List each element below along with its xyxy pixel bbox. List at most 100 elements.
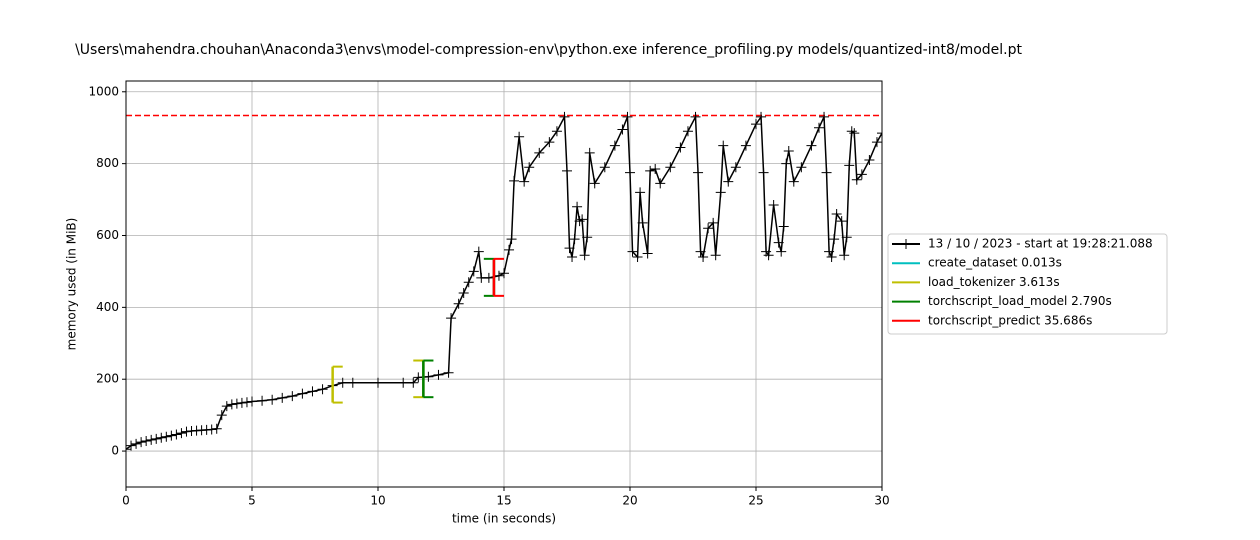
y-tick-label: 400 <box>96 300 119 314</box>
point-marker <box>836 216 847 227</box>
point-marker <box>751 119 761 130</box>
point-marker <box>146 434 157 445</box>
point-marker <box>650 164 661 175</box>
point-marker <box>373 377 383 388</box>
point-marker <box>433 369 444 380</box>
point-marker <box>877 128 882 139</box>
point-marker <box>463 277 474 288</box>
point-marker <box>589 178 600 189</box>
point-marker <box>622 111 633 122</box>
point-marker <box>617 124 628 135</box>
point-marker <box>408 377 419 388</box>
point-marker <box>156 432 167 443</box>
x-tick-label: 30 <box>874 494 889 508</box>
point-marker <box>544 137 555 148</box>
point-marker <box>778 221 789 232</box>
point-marker <box>768 199 779 210</box>
point-marker <box>413 372 424 383</box>
point-marker <box>453 298 464 309</box>
point-marker <box>758 167 769 178</box>
y-axis-label: memory used (in MiB) <box>65 218 79 351</box>
x-tick-label: 0 <box>122 494 130 508</box>
point-marker <box>524 162 535 173</box>
legend-label: 13 / 10 / 2023 - start at 19:28:21.088 <box>928 237 1153 251</box>
point-marker <box>562 165 572 176</box>
point-marker <box>226 399 237 410</box>
point-marker <box>398 377 409 388</box>
point-marker <box>675 142 686 153</box>
point-marker <box>247 396 257 407</box>
point-marker <box>504 244 515 255</box>
point-marker <box>715 187 726 198</box>
point-marker <box>819 111 830 122</box>
x-axis-label: time (in seconds) <box>452 512 556 526</box>
point-marker <box>287 391 298 402</box>
point-marker <box>632 252 643 263</box>
point-marker <box>582 232 593 243</box>
point-marker <box>763 250 774 261</box>
axes: 0 5 10 15 20 25 30 0 200 400 600 800 1000 <box>88 84 889 507</box>
point-marker <box>824 246 835 257</box>
point-marker <box>637 217 648 228</box>
point-marker <box>141 436 152 447</box>
point-marker <box>642 248 653 259</box>
legend-label: load_tokenizer 3.613s <box>928 275 1060 289</box>
point-marker <box>176 428 187 439</box>
point-marker <box>221 401 232 412</box>
point-marker <box>126 444 131 455</box>
y-tick-label: 0 <box>111 444 119 458</box>
point-marker <box>584 147 595 158</box>
point-marker <box>206 424 217 435</box>
point-marker <box>506 234 517 245</box>
point-marker <box>864 155 875 166</box>
point-marker <box>211 423 222 434</box>
point-marker <box>682 126 693 137</box>
point-marker <box>829 234 840 245</box>
point-marker <box>826 252 837 263</box>
point-marker <box>655 178 666 189</box>
point-marker <box>514 131 525 142</box>
point-marker <box>844 160 855 171</box>
point-marker <box>730 162 741 173</box>
point-marker <box>788 176 799 187</box>
point-marker <box>756 111 767 122</box>
y-tick-label: 600 <box>96 228 119 242</box>
y-tick-label: 200 <box>96 372 119 386</box>
x-tick-label: 20 <box>622 494 637 508</box>
point-marker <box>559 111 570 122</box>
point-marker <box>693 167 704 178</box>
point-marker <box>599 162 610 173</box>
point-marker <box>796 162 807 173</box>
point-marker <box>151 433 162 444</box>
point-marker <box>703 223 714 234</box>
point-marker <box>723 176 734 187</box>
point-marker <box>483 272 494 283</box>
point-marker <box>267 394 278 405</box>
point-marker <box>534 147 545 158</box>
point-marker <box>468 266 479 277</box>
point-marker <box>297 388 308 399</box>
point-marker <box>473 246 484 257</box>
point-marker <box>347 377 358 388</box>
point-marker <box>161 431 172 442</box>
chart-title: \Users\mahendra.chouhan\Anaconda3\envs\m… <box>75 42 1022 58</box>
legend-box <box>887 233 1168 335</box>
point-marker <box>645 165 656 176</box>
point-marker <box>446 313 457 324</box>
y-tick-label: 1000 <box>88 84 119 98</box>
point-marker <box>236 397 247 408</box>
x-tick-label: 5 <box>248 494 256 508</box>
point-marker <box>740 140 751 151</box>
point-marker <box>572 201 583 212</box>
point-marker <box>569 234 580 245</box>
point-marker <box>567 252 578 263</box>
point-marker <box>509 175 520 186</box>
point-marker <box>841 232 852 243</box>
point-marker <box>171 429 182 440</box>
point-marker <box>627 246 638 257</box>
y-tick-label: 800 <box>96 156 119 170</box>
point-marker <box>806 140 817 151</box>
point-marker <box>166 430 177 441</box>
